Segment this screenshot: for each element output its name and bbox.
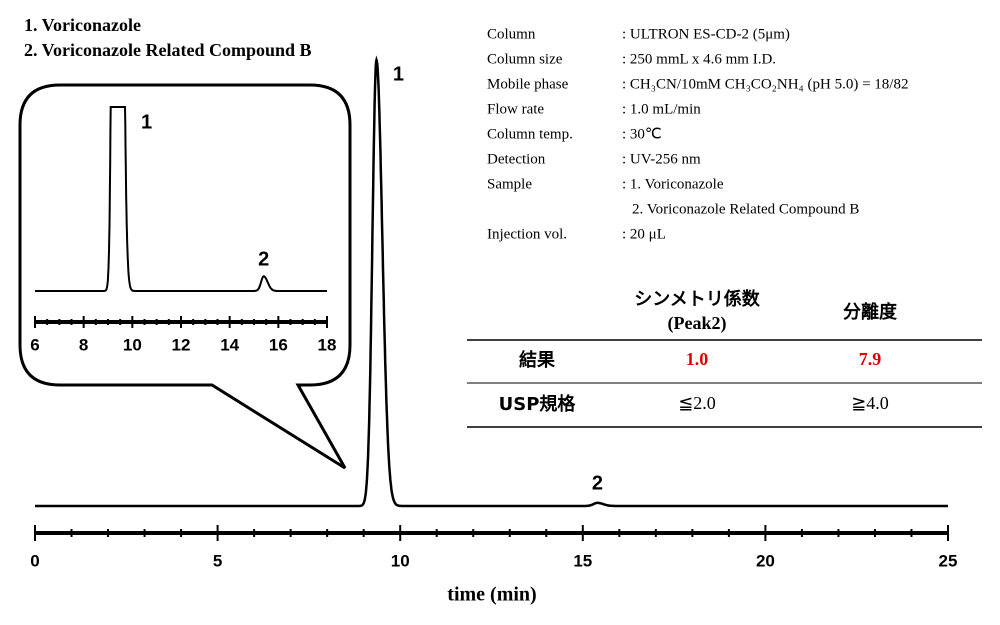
x-tick-label: 15 bbox=[573, 551, 592, 570]
condition-label: Injection vol. bbox=[487, 226, 567, 242]
inset-trace bbox=[35, 106, 327, 292]
x-tick-label: 18 bbox=[318, 335, 337, 354]
x-tick-label: 6 bbox=[30, 335, 39, 354]
x-tick-label: 10 bbox=[123, 335, 142, 354]
condition-value: : ULTRON ES-CD-2 (5μm) bbox=[622, 26, 790, 42]
condition-value: : 30℃ bbox=[622, 126, 662, 142]
table-cell: ≦2.0 bbox=[678, 393, 716, 413]
peak-label: 2 bbox=[592, 472, 603, 494]
condition-label: Sample bbox=[487, 176, 532, 192]
chromatogram-trace bbox=[35, 55, 948, 508]
table-header: (Peak2) bbox=[668, 313, 727, 334]
condition-label: Flow rate bbox=[487, 101, 544, 117]
table-header: シンメトリ係数 bbox=[634, 288, 760, 310]
condition-value: 2. Voriconazole Related Compound B bbox=[632, 201, 859, 217]
x-tick-label: 5 bbox=[213, 551, 222, 570]
condition-label: Column size bbox=[487, 51, 563, 67]
inset-callout bbox=[18, 83, 352, 470]
peak-label: 1 bbox=[393, 63, 404, 85]
x-tick-label: 12 bbox=[172, 335, 191, 354]
inset-peak-label: 2 bbox=[258, 249, 269, 271]
inset-peak-label: 1 bbox=[141, 111, 152, 133]
condition-value: : 250 mmL x 4.6 mm I.D. bbox=[622, 51, 776, 67]
row-label: USP規格 bbox=[499, 393, 577, 415]
legend-entry: 1. Voriconazole bbox=[24, 15, 141, 35]
x-tick-label: 16 bbox=[269, 335, 288, 354]
x-tick-label: 10 bbox=[391, 551, 410, 570]
table-cell: ≧4.0 bbox=[851, 393, 889, 413]
x-axis-label: time (min) bbox=[447, 584, 536, 606]
x-tick-label: 20 bbox=[756, 551, 775, 570]
table-cell: 7.9 bbox=[859, 349, 882, 369]
condition-label: Mobile phase bbox=[487, 76, 569, 92]
condition-value: : UV-256 nm bbox=[622, 151, 701, 167]
condition-value: : 20 μL bbox=[622, 226, 666, 242]
table-header: 分離度 bbox=[843, 301, 898, 323]
x-tick-label: 8 bbox=[79, 335, 88, 354]
table-cell: 1.0 bbox=[686, 349, 709, 369]
row-label: 結果 bbox=[519, 349, 556, 371]
condition-label: Column bbox=[487, 26, 536, 42]
x-tick-label: 0 bbox=[30, 551, 39, 570]
condition-value: : 1.0 mL/min bbox=[622, 101, 701, 117]
x-tick-label: 25 bbox=[939, 551, 958, 570]
condition-value: : 1. Voriconazole bbox=[622, 176, 724, 192]
x-tick-label: 14 bbox=[220, 335, 239, 354]
legend-entry: 2. Voriconazole Related Compound B bbox=[24, 40, 312, 60]
condition-label: Detection bbox=[487, 151, 546, 167]
condition-value: : CH₃CN/10mM CH₃CO₂NH₄ (pH 5.0) = 18/82 bbox=[622, 76, 908, 92]
condition-label: Column temp. bbox=[487, 126, 573, 142]
